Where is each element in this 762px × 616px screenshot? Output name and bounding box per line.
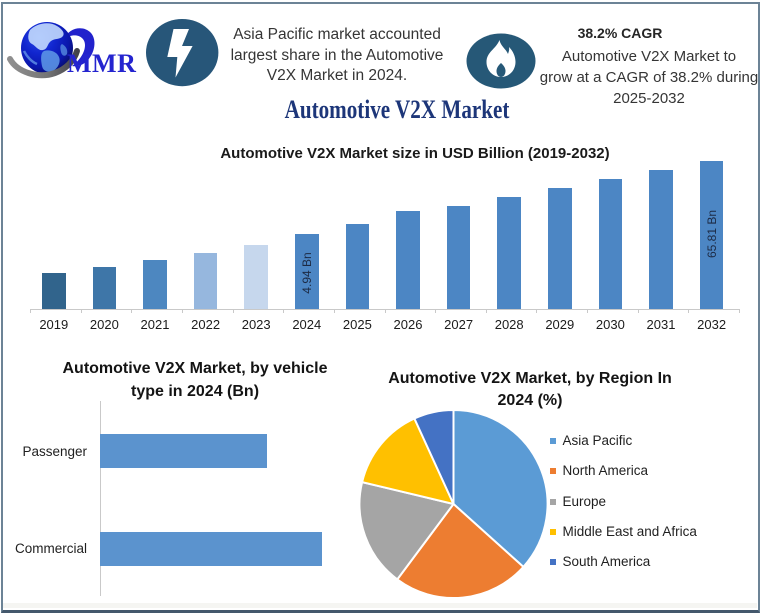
svg-text:MMR: MMR (67, 49, 136, 78)
